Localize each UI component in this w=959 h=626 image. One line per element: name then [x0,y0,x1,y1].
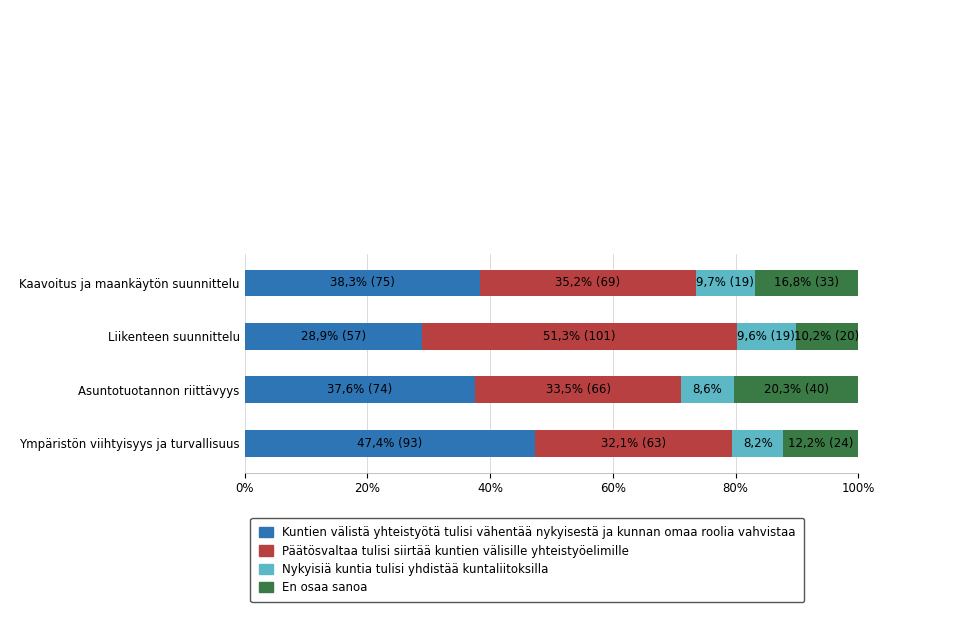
Bar [245,430,535,456]
Bar [245,376,476,403]
Bar [681,376,734,403]
Text: 20,3% (40): 20,3% (40) [763,383,829,396]
Text: 33,5% (66): 33,5% (66) [546,383,611,396]
Bar [245,270,480,296]
Text: 51,3% (101): 51,3% (101) [543,330,616,343]
Text: 9,6% (19): 9,6% (19) [737,330,795,343]
Text: 9,7% (19): 9,7% (19) [696,277,755,289]
Legend: Kuntien välistä yhteistyötä tulisi vähentää nykyisestä ja kunnan omaa roolia vah: Kuntien välistä yhteistyötä tulisi vähen… [250,518,804,602]
Bar [535,430,733,456]
Text: 47,4% (93): 47,4% (93) [358,437,423,449]
Bar [796,323,858,350]
Bar [245,323,422,350]
Text: 12,2% (24): 12,2% (24) [787,437,853,449]
Bar [695,270,755,296]
Text: 10,2% (20): 10,2% (20) [794,330,859,343]
Bar [755,270,858,296]
Bar [480,270,695,296]
Text: 32,1% (63): 32,1% (63) [601,437,667,449]
Bar [476,376,681,403]
Bar [783,430,857,456]
Bar [422,323,737,350]
Text: 16,8% (33): 16,8% (33) [774,277,839,289]
Text: 37,6% (74): 37,6% (74) [327,383,392,396]
Bar [737,323,796,350]
Text: 28,9% (57): 28,9% (57) [301,330,365,343]
Text: 38,3% (75): 38,3% (75) [330,277,394,289]
Bar [733,430,783,456]
Text: 8,6%: 8,6% [692,383,722,396]
Bar [734,376,858,403]
Text: 8,2%: 8,2% [743,437,773,449]
Text: 35,2% (69): 35,2% (69) [555,277,620,289]
